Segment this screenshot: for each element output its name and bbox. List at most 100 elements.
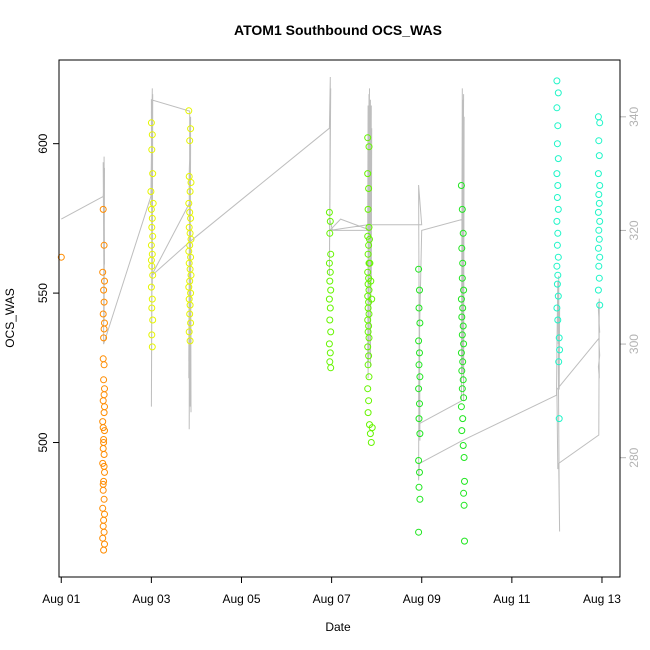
data-point [458,385,466,393]
data-point [100,376,108,384]
data-point [147,188,155,195]
data-point [100,286,108,294]
data-point [101,385,108,393]
data-point [459,376,467,384]
data-point [368,424,376,432]
data-point [459,229,467,237]
data-point [100,477,108,485]
x-tick-label: Aug 05 [222,592,260,606]
data-point [101,540,108,548]
data-point [553,140,561,148]
data-point [365,143,373,151]
x-tick-label: Aug 07 [313,592,351,606]
data-point [416,286,423,294]
data-point [325,259,333,267]
data-point [149,199,157,207]
x-tick-label: Aug 13 [583,592,621,606]
data-point [148,304,156,312]
data-point [594,208,602,216]
y2-tick-label: 280 [627,447,641,467]
data-point [326,277,334,285]
data-point [99,424,107,432]
data-point [99,418,107,426]
data-point [457,349,465,357]
data-point [415,528,423,536]
x-tick-label: Aug 11 [493,592,530,606]
data-point [416,400,423,408]
data-point [554,229,562,237]
data-point [415,265,423,273]
points-layer [57,77,604,554]
data-point [99,445,107,452]
data-point [100,298,108,306]
data-point [595,235,603,243]
data-point [594,244,602,252]
data-point [187,319,195,327]
data-point [415,337,423,345]
data-point [554,316,562,324]
data-point [99,205,107,213]
data-point [415,304,423,312]
data-point [416,495,424,503]
data-point [595,137,603,145]
data-point [100,546,108,554]
data-point [99,522,107,530]
data-point [365,397,373,405]
y-tick-label: 550 [36,283,50,303]
data-point [416,468,423,476]
data-point [595,199,603,207]
data-point [100,516,108,524]
x-tick-label: Aug 09 [403,592,441,606]
data-point [187,125,195,133]
data-point [367,277,375,285]
data-point [459,322,467,330]
data-point [415,415,423,423]
chart-title: ATOM1 Southbound OCS_WAS [234,22,442,38]
data-point [326,229,334,237]
secondary-series-line [61,76,601,532]
data-point [460,340,468,348]
data-point [186,137,194,145]
data-point [364,385,372,393]
data-point [461,477,468,485]
data-point [553,241,561,249]
data-point [101,468,108,476]
data-point [99,355,107,363]
data-point [148,131,156,139]
data-point [325,295,333,303]
data-point [99,534,107,542]
data-point [416,319,424,327]
data-point [101,403,108,411]
data-point [416,430,424,438]
y-axis-label: OCS_WAS [3,288,17,348]
data-point [365,373,373,381]
data-point [364,409,372,417]
data-point [325,340,333,348]
data-point [187,179,195,186]
data-point [366,235,373,243]
data-point [553,104,561,112]
data-point [457,182,465,189]
data-point [148,331,156,339]
data-point [101,277,108,285]
data-point [327,328,335,336]
data-point [99,268,107,276]
data-point [100,439,108,446]
data-point [365,334,373,342]
plot-frame [58,59,621,578]
data-point [147,283,155,291]
data-point [185,199,193,207]
data-point [148,223,156,231]
data-point [100,325,108,333]
data-point [460,501,468,509]
data-point [147,119,155,127]
secondary-line-layer [61,76,601,532]
data-point [460,286,468,294]
data-point [553,280,561,288]
data-point [186,301,194,309]
data-point [595,226,603,234]
data-point [326,304,334,312]
data-point [594,113,602,121]
data-point [461,537,468,545]
